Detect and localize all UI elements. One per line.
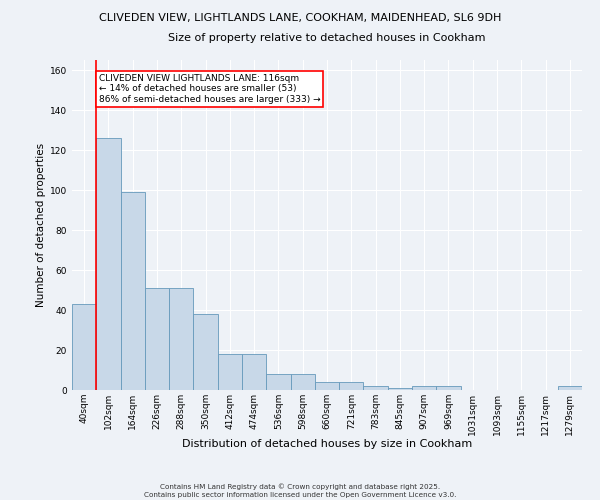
X-axis label: Distribution of detached houses by size in Cookham: Distribution of detached houses by size … — [182, 439, 472, 449]
Title: Size of property relative to detached houses in Cookham: Size of property relative to detached ho… — [168, 32, 486, 42]
Bar — [96, 138, 121, 390]
Bar — [315, 382, 339, 390]
Bar — [169, 288, 193, 390]
Bar — [121, 192, 145, 390]
Bar — [266, 374, 290, 390]
Text: CLIVEDEN VIEW LIGHTLANDS LANE: 116sqm
← 14% of detached houses are smaller (53)
: CLIVEDEN VIEW LIGHTLANDS LANE: 116sqm ← … — [99, 74, 320, 104]
Text: CLIVEDEN VIEW, LIGHTLANDS LANE, COOKHAM, MAIDENHEAD, SL6 9DH: CLIVEDEN VIEW, LIGHTLANDS LANE, COOKHAM,… — [99, 12, 501, 22]
Bar — [558, 386, 582, 390]
Bar — [364, 386, 388, 390]
Bar — [72, 304, 96, 390]
Bar — [242, 354, 266, 390]
Bar — [193, 314, 218, 390]
Bar — [290, 374, 315, 390]
Bar — [339, 382, 364, 390]
Text: Contains HM Land Registry data © Crown copyright and database right 2025.
Contai: Contains HM Land Registry data © Crown c… — [144, 484, 456, 498]
Bar — [145, 288, 169, 390]
Bar — [412, 386, 436, 390]
Bar — [388, 388, 412, 390]
Bar — [218, 354, 242, 390]
Y-axis label: Number of detached properties: Number of detached properties — [36, 143, 46, 307]
Bar — [436, 386, 461, 390]
